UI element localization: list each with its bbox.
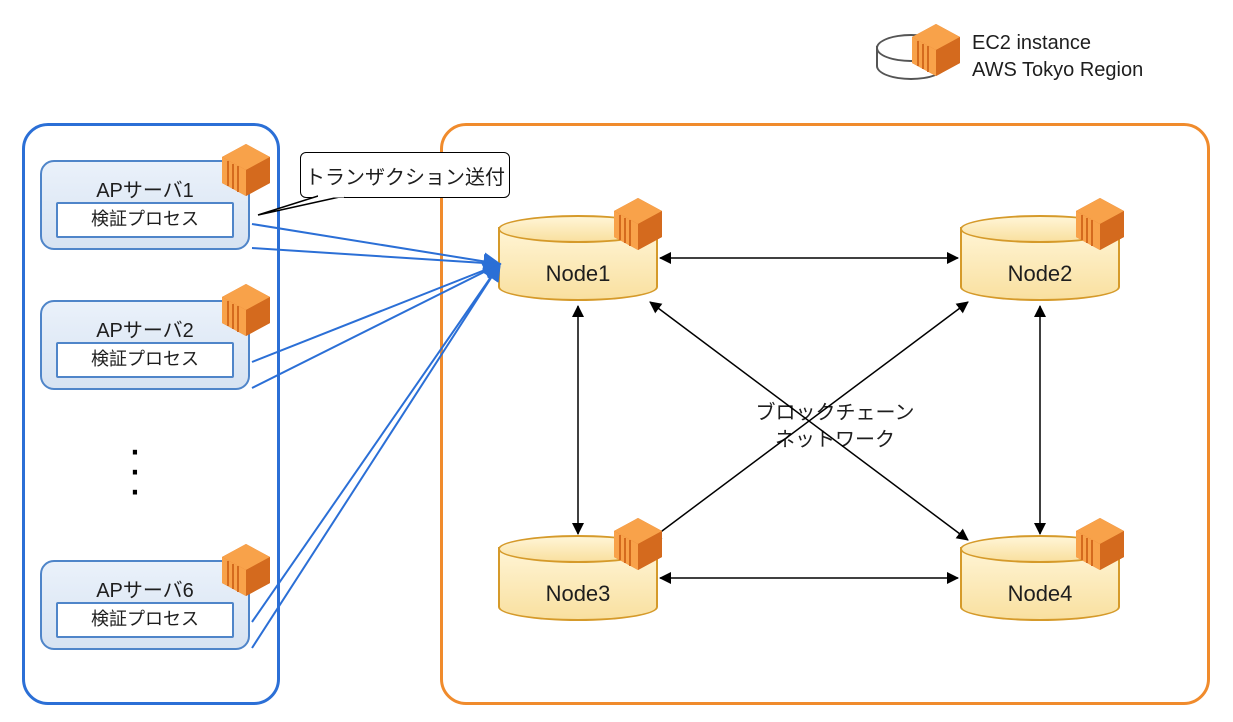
ap-server-card: APサーバ6 検証プロセス	[40, 560, 250, 650]
ap-server-title: APサーバ2	[42, 314, 248, 343]
blockchain-node: Node1	[498, 215, 658, 301]
node-label: Node3	[498, 581, 658, 607]
ap-server-process: 検証プロセス	[56, 342, 234, 378]
node-label: Node2	[960, 261, 1120, 287]
ap-server-title: APサーバ6	[42, 574, 248, 603]
network-label-line1: ブロックチェーン	[756, 402, 915, 424]
ap-server-card: APサーバ2 検証プロセス	[40, 300, 250, 390]
node-label: Node1	[498, 261, 658, 287]
blockchain-node: Node3	[498, 535, 658, 621]
blockchain-node: Node4	[960, 535, 1120, 621]
ap-server-process: 検証プロセス	[56, 202, 234, 238]
legend-line1: EC2 instance	[972, 32, 1091, 54]
network-label: ブロックチェーン ネットワーク	[745, 400, 925, 454]
ap-server-process: 検証プロセス	[56, 602, 234, 638]
ap-server-title: APサーバ1	[42, 174, 248, 203]
blockchain-node: Node2	[960, 215, 1120, 301]
ap-server-card: APサーバ1 検証プロセス	[40, 160, 250, 250]
legend-line2: AWS Tokyo Region	[972, 59, 1143, 81]
legend-text: EC2 instance AWS Tokyo Region	[972, 30, 1143, 84]
node-label: Node4	[960, 581, 1120, 607]
transaction-callout-text: トランザクション送付	[305, 161, 505, 190]
legend-cylinder	[876, 34, 946, 80]
network-label-line2: ネットワーク	[775, 429, 895, 451]
ellipsis-vertical-icon: ···	[125, 440, 145, 500]
transaction-callout: トランザクション送付	[300, 152, 510, 198]
